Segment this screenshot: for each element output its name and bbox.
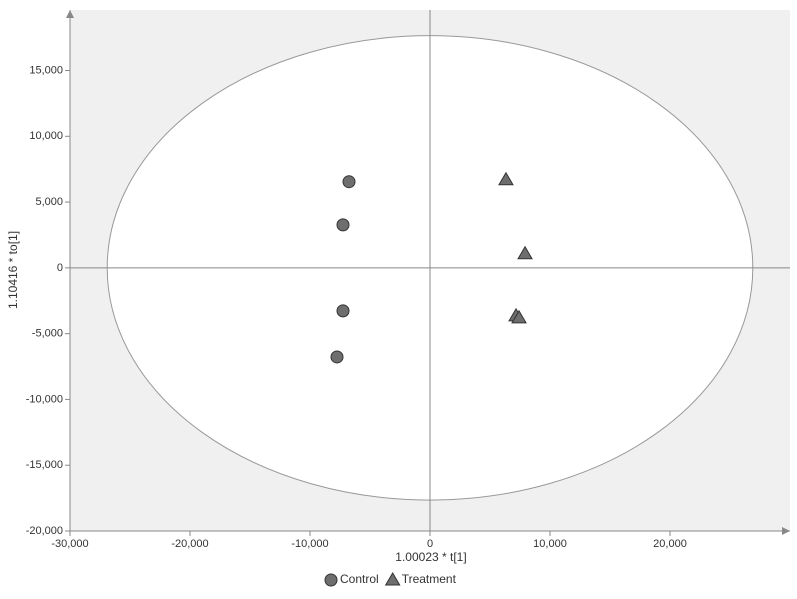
legend-item: Treatment	[384, 572, 457, 586]
y-tick-label: -10,000	[26, 393, 63, 405]
y-axis-arrow	[66, 10, 74, 18]
y-tick-label: 5,000	[35, 196, 63, 208]
point	[342, 175, 356, 189]
legend-marker	[384, 572, 401, 586]
x-tick-label: 0	[427, 538, 433, 550]
point	[336, 304, 350, 318]
legend-item: Control	[324, 572, 379, 587]
x-tick-label: -30,000	[51, 538, 88, 550]
point	[498, 171, 514, 186]
x-tick-label: 20,000	[653, 538, 687, 550]
point	[330, 350, 344, 364]
y-tick-label: 10,000	[29, 130, 63, 142]
y-tick-label: -15,000	[26, 459, 63, 471]
x-axis-label: 1.00023 * t[1]	[395, 550, 466, 564]
point	[336, 218, 350, 232]
y-tick-label: 15,000	[29, 64, 63, 76]
legend-marker	[324, 573, 338, 587]
point	[511, 309, 527, 324]
y-axis-label: 1.10416 * to[1]	[6, 231, 20, 309]
point	[517, 245, 533, 260]
x-tick-label: -10,000	[291, 538, 328, 550]
y-tick-label: 0	[57, 262, 63, 274]
x-tick-label: -20,000	[171, 538, 208, 550]
y-tick-label: -20,000	[26, 525, 63, 537]
y-tick-label: -5,000	[32, 328, 63, 340]
x-tick-label: 10,000	[533, 538, 567, 550]
legend-label: Treatment	[402, 572, 457, 586]
x-axis-arrow	[782, 527, 790, 535]
legend-label: Control	[340, 572, 379, 586]
